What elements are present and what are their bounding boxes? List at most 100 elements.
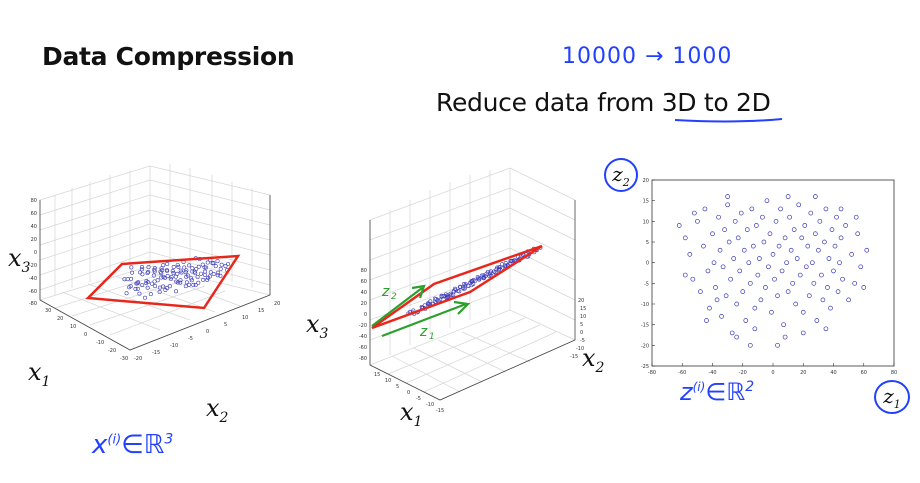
z-tick: -80	[29, 301, 37, 307]
plot3d-point	[164, 268, 169, 273]
scatter-point	[819, 272, 824, 278]
plot3d-point	[151, 273, 156, 278]
scatter-y-tick: 15	[643, 199, 649, 205]
scatter-point	[864, 247, 870, 253]
plot3d-point	[145, 270, 150, 275]
scatter-x-tick: 40	[830, 370, 836, 376]
plot3d-point	[179, 270, 184, 275]
scatter-point	[746, 260, 752, 266]
scatter-point	[770, 252, 776, 257]
plot3d-point	[140, 272, 145, 277]
plot3d-point	[469, 283, 474, 288]
x1-tick: 30	[45, 308, 51, 314]
plot3d-point	[152, 269, 157, 274]
slide-subtitle: Reduce data from 3D to 2D	[436, 88, 771, 117]
scatter-point	[740, 289, 746, 294]
plot3d-point	[162, 275, 167, 280]
plot3d-point	[130, 270, 135, 275]
z-tick: -20	[359, 323, 367, 329]
plot3d-point	[457, 289, 462, 294]
scatter-point	[817, 218, 823, 224]
z2-handwritten-label: z	[381, 284, 390, 300]
scatter-point	[702, 206, 708, 212]
x1-tick: 0	[407, 390, 410, 396]
x1-tick: -20	[108, 348, 116, 354]
scatter-point	[725, 194, 730, 199]
x1-tick: 10	[70, 324, 76, 330]
plot3d-point	[187, 263, 192, 268]
plot3d-left-z-ticks: 80 60 40 20 0 -20 -40 -60 -80	[29, 198, 37, 307]
plot3d-point	[208, 270, 213, 275]
scatter-point	[757, 256, 762, 261]
scatter-x-tick: 60	[861, 370, 867, 376]
plot3d-point	[215, 259, 220, 264]
scatter-y-tick: -15	[641, 323, 649, 329]
slide-title: Data Compression	[42, 42, 295, 71]
x2-tick: 5	[580, 322, 583, 328]
plot3d-point	[139, 267, 144, 272]
scatter-point	[743, 318, 749, 323]
scatter-y-ticks: 20 15 10 5 0 -5 -10 -15 -20 -25	[641, 178, 655, 370]
plot3d-point	[128, 284, 133, 289]
scatter-point	[825, 285, 830, 290]
plot3d-point	[201, 277, 206, 282]
scatter-x-tick: -60	[678, 370, 686, 376]
plot3d-point	[194, 266, 199, 271]
plot3d-point	[449, 293, 454, 298]
plot3d-point	[178, 268, 183, 273]
plot3d-point	[203, 265, 208, 270]
scatter-point	[829, 227, 835, 232]
plot3d-point	[488, 269, 493, 274]
plot3d-right-z-ticks: 80 60 40 20 0 -20 -40 -60 -80	[359, 268, 367, 362]
plot3d-point	[134, 281, 139, 286]
x2-tick: -10	[170, 343, 178, 349]
z1-handwritten-sub: 1	[429, 332, 435, 342]
plot3d-right-x2-ticks: 20 15 10 5 0 -5 -10 -15	[570, 298, 586, 360]
plot3d-point	[155, 278, 160, 283]
scatter-x-tick: -20	[739, 370, 747, 376]
scatter-x-ticks: -80 -60 -40 -20 0 20 40 60 80	[648, 363, 897, 376]
plot3d-point	[138, 270, 143, 275]
x1-tick: 0	[84, 332, 87, 338]
plot3d-left-x1-label: x1	[28, 358, 51, 390]
scatter-point	[749, 206, 755, 212]
plot3d-point	[218, 266, 223, 271]
scatter-point	[861, 285, 867, 290]
plot3d-point	[124, 291, 129, 296]
scatter-point	[782, 334, 788, 340]
subtitle-underline	[674, 118, 783, 123]
scatter-y-tick: 20	[643, 178, 649, 184]
scatter-point	[794, 256, 800, 261]
z-tick: 40	[31, 224, 37, 230]
plot3d-point	[184, 268, 189, 273]
scatter-point	[682, 272, 688, 278]
scatter-point	[735, 235, 741, 241]
plot3d-point	[470, 279, 475, 284]
z2-axis-label: z2	[604, 158, 638, 192]
scatter-point	[734, 334, 740, 340]
x1-tick: 5	[396, 384, 399, 390]
scatter-point	[731, 256, 737, 261]
x2-tick: 15	[258, 308, 264, 314]
plot3d-left-frame	[39, 195, 271, 351]
annotation-x-in-r3: x(i)∈ℝ3	[92, 430, 174, 460]
plot3d-point	[189, 276, 194, 281]
scatter-point	[802, 223, 808, 228]
z1-arrow	[381, 300, 471, 338]
plot3d-right: 80 60 40 20 0 -20 -40 -60 -80 15 10 5 0 …	[359, 167, 586, 414]
plot3d-point	[481, 273, 486, 278]
scatter-point	[772, 276, 777, 282]
plot3d-point	[178, 280, 183, 285]
plot3d-left: 80 60 40 20 0 -20 -40 -60 -80 30 20 10 0…	[29, 164, 280, 362]
x1-tick: -30	[120, 356, 128, 362]
plot3d-point	[133, 287, 138, 292]
x2-tick: -10	[576, 346, 584, 352]
z1-handwritten-label: z	[419, 324, 428, 340]
plot3d-point	[196, 280, 201, 285]
scatter-y-tick: 10	[643, 219, 649, 225]
plot3d-point	[199, 271, 204, 276]
scatter-point	[843, 223, 848, 228]
plot3d-point	[206, 275, 211, 280]
scatter-points	[676, 194, 870, 348]
scatter-point	[782, 235, 788, 241]
